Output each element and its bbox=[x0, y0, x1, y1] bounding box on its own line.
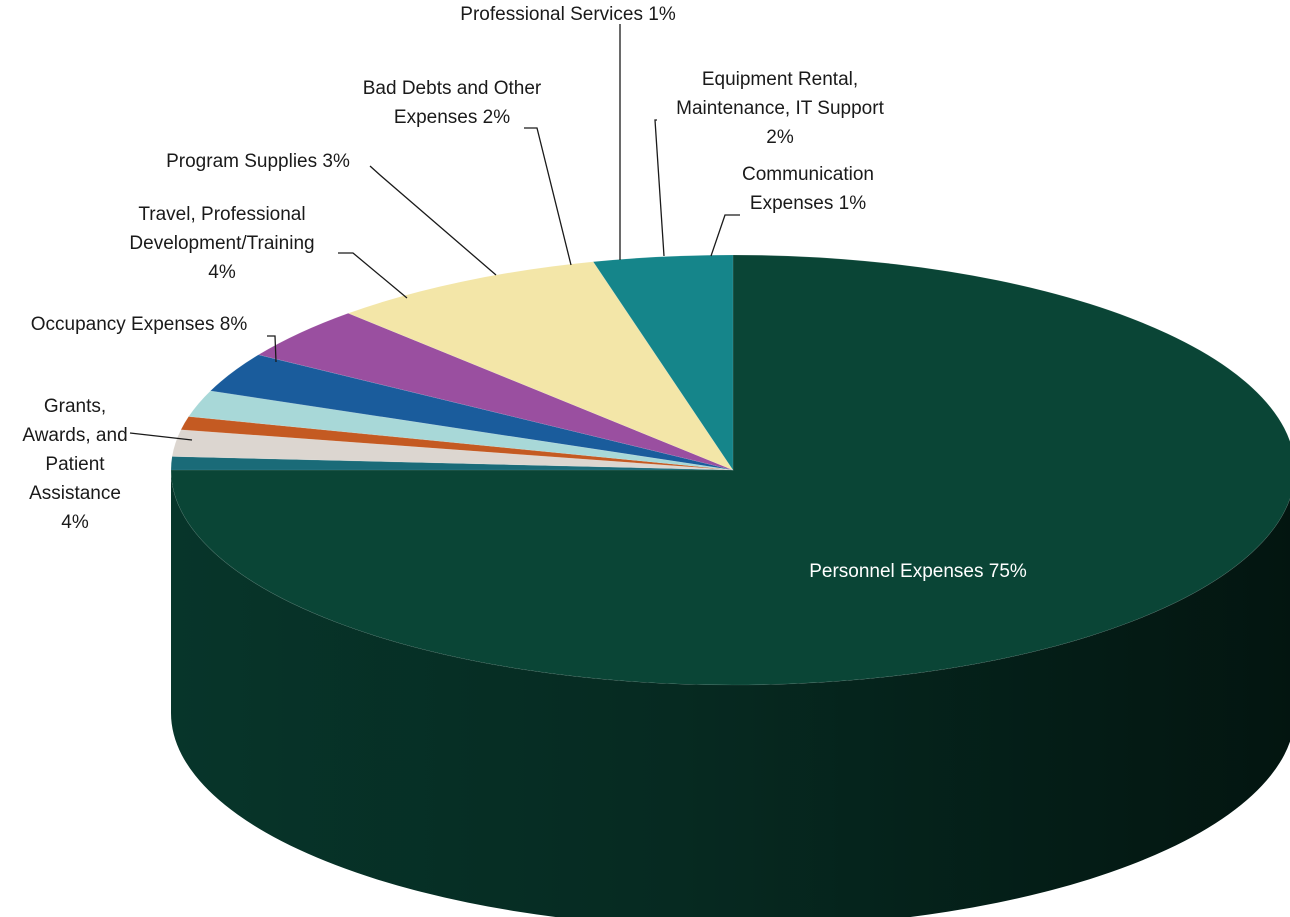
pie-slice-8 bbox=[592, 254, 734, 471]
pie-slice-3 bbox=[180, 416, 734, 471]
leader-line-7 bbox=[267, 335, 277, 363]
slice-label-6: Travel, Professional Development/Training… bbox=[129, 204, 314, 283]
pie-slice-5 bbox=[209, 354, 734, 471]
leader-line-6 bbox=[338, 252, 408, 299]
leader-line-5 bbox=[369, 165, 497, 276]
pie-slice-6 bbox=[257, 312, 734, 471]
slice-label-1: Communication Expenses 1% bbox=[742, 164, 874, 214]
slice-label-3: Professional Services 1% bbox=[460, 4, 676, 25]
leader-line-1 bbox=[710, 214, 740, 257]
pie-slice-4 bbox=[188, 390, 734, 471]
slice-label-0: Personnel Expenses 75% bbox=[809, 561, 1027, 582]
pie-slice-2 bbox=[171, 429, 734, 471]
pie-slice-1 bbox=[170, 456, 734, 471]
slice-label-4: Bad Debts and Other Expenses 2% bbox=[363, 78, 542, 128]
pie-slices bbox=[170, 254, 1290, 686]
slice-label-5: Program Supplies 3% bbox=[166, 151, 350, 172]
leader-line-8 bbox=[129, 432, 193, 441]
slice-label-8: Grants, Awards, and Patient Assistance 4% bbox=[22, 396, 127, 533]
slice-labels: Personnel Expenses 75% Communication Expen… bbox=[22, 4, 1027, 582]
leader-lines bbox=[129, 24, 740, 441]
leader-line-2 bbox=[654, 119, 665, 257]
slice-label-7: Occupancy Expenses 8% bbox=[31, 314, 248, 335]
pie-slice-7 bbox=[347, 261, 734, 471]
slice-label-2: Equipment Rental, Maintenance, IT Support… bbox=[676, 69, 884, 148]
pie-side-wall bbox=[171, 470, 1290, 917]
pie-side-surface bbox=[171, 470, 1290, 917]
leader-line-4 bbox=[524, 127, 572, 266]
